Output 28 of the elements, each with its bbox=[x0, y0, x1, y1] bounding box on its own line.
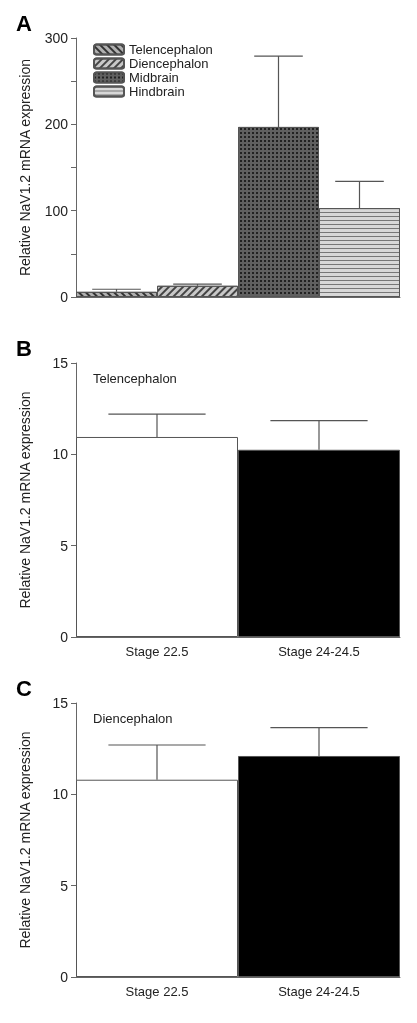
y-tick-label: 0 bbox=[60, 289, 69, 305]
x-tick-label: Stage 22.5 bbox=[125, 984, 189, 999]
y-tick-label: 100 bbox=[44, 202, 69, 219]
legend-label: Midbrain bbox=[129, 70, 179, 85]
y-axis-title: Relative NaV1.2 mRNA expression bbox=[17, 391, 33, 609]
y-tick-label: 200 bbox=[44, 116, 69, 133]
y-axis-title: Relative NaV1.2 mRNA expression bbox=[17, 731, 33, 949]
legend-label: Hindbrain bbox=[129, 84, 185, 99]
y-tick-label: 0 bbox=[60, 969, 69, 985]
x-tick-label: Stage 24-24.5 bbox=[278, 644, 360, 659]
y-tick-label: 10 bbox=[52, 446, 69, 463]
y-tick-label: 15 bbox=[52, 695, 69, 711]
y-tick-label: 15 bbox=[52, 355, 69, 371]
legend-label: Telencephalon bbox=[129, 42, 213, 57]
legend-label: Diencephalon bbox=[129, 56, 209, 71]
text: C bbox=[16, 675, 32, 701]
text: A bbox=[16, 10, 32, 36]
x-tick-label: Stage 22.5 bbox=[125, 644, 189, 659]
y-tick-label: 0 bbox=[60, 629, 69, 645]
y-tick-label: 10 bbox=[52, 786, 69, 803]
text: Telencephalon bbox=[93, 371, 177, 386]
y-tick-label: 5 bbox=[60, 877, 69, 894]
text: Diencephalon bbox=[93, 711, 173, 726]
y-tick-label: 300 bbox=[44, 30, 69, 46]
y-axis-title: Relative NaV1.2 mRNA expression bbox=[17, 58, 33, 277]
text: B bbox=[16, 335, 32, 361]
y-tick-label: 5 bbox=[60, 537, 69, 554]
x-tick-label: Stage 24-24.5 bbox=[278, 984, 360, 999]
